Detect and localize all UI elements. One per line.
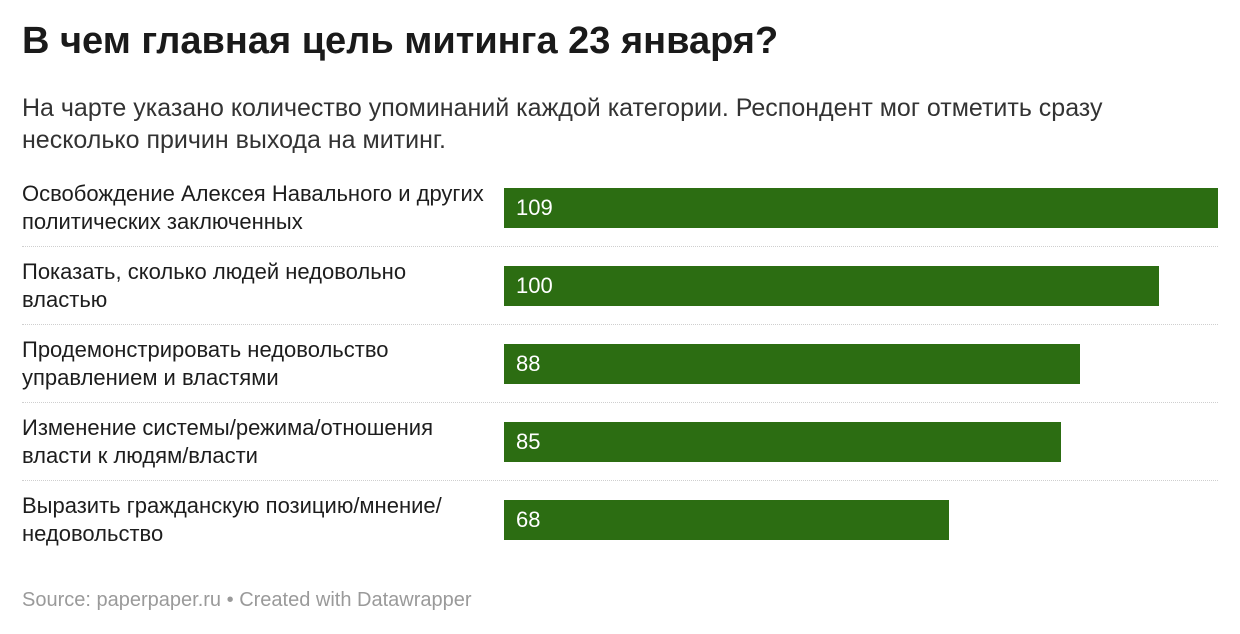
footer-separator: • xyxy=(226,589,234,611)
bar-value-label: 68 xyxy=(516,507,541,532)
category-label: Продемонстрировать недовольство управлен… xyxy=(22,337,389,390)
bar: 100 xyxy=(504,266,1159,306)
source-label: Source: xyxy=(22,589,91,611)
credit-link[interactable]: Created with Datawrapper xyxy=(239,589,472,611)
row-divider xyxy=(22,324,1218,325)
category-label: Изменение системы/режима/отношения власт… xyxy=(22,415,433,468)
bar: 68 xyxy=(504,500,949,540)
row-divider xyxy=(22,246,1218,247)
source-link[interactable]: paperpaper.ru xyxy=(96,589,222,611)
row-divider xyxy=(22,480,1218,481)
bar-value-label: 109 xyxy=(516,195,553,220)
row-divider xyxy=(22,402,1218,403)
bar-value-label: 100 xyxy=(516,273,553,298)
category-label: Показать, сколько людей недовольно власт… xyxy=(22,259,407,312)
bar: 109 xyxy=(504,188,1218,228)
bar: 85 xyxy=(504,422,1061,462)
bar: 88 xyxy=(504,344,1080,384)
chart-title: В чем главная цель митинга 23 января? xyxy=(22,20,779,62)
bar-value-label: 85 xyxy=(516,429,541,454)
category-label: Выразить гражданскую позицию/мнение/ нед… xyxy=(22,493,442,546)
chart-subtitle: На чарте указано количество упоминаний к… xyxy=(22,94,1103,154)
chart-footer: Source: paperpaper.ru • Created with Dat… xyxy=(22,589,472,612)
category-label: Освобождение Алексея Навального и других… xyxy=(22,181,484,234)
bar-value-label: 88 xyxy=(516,351,541,376)
